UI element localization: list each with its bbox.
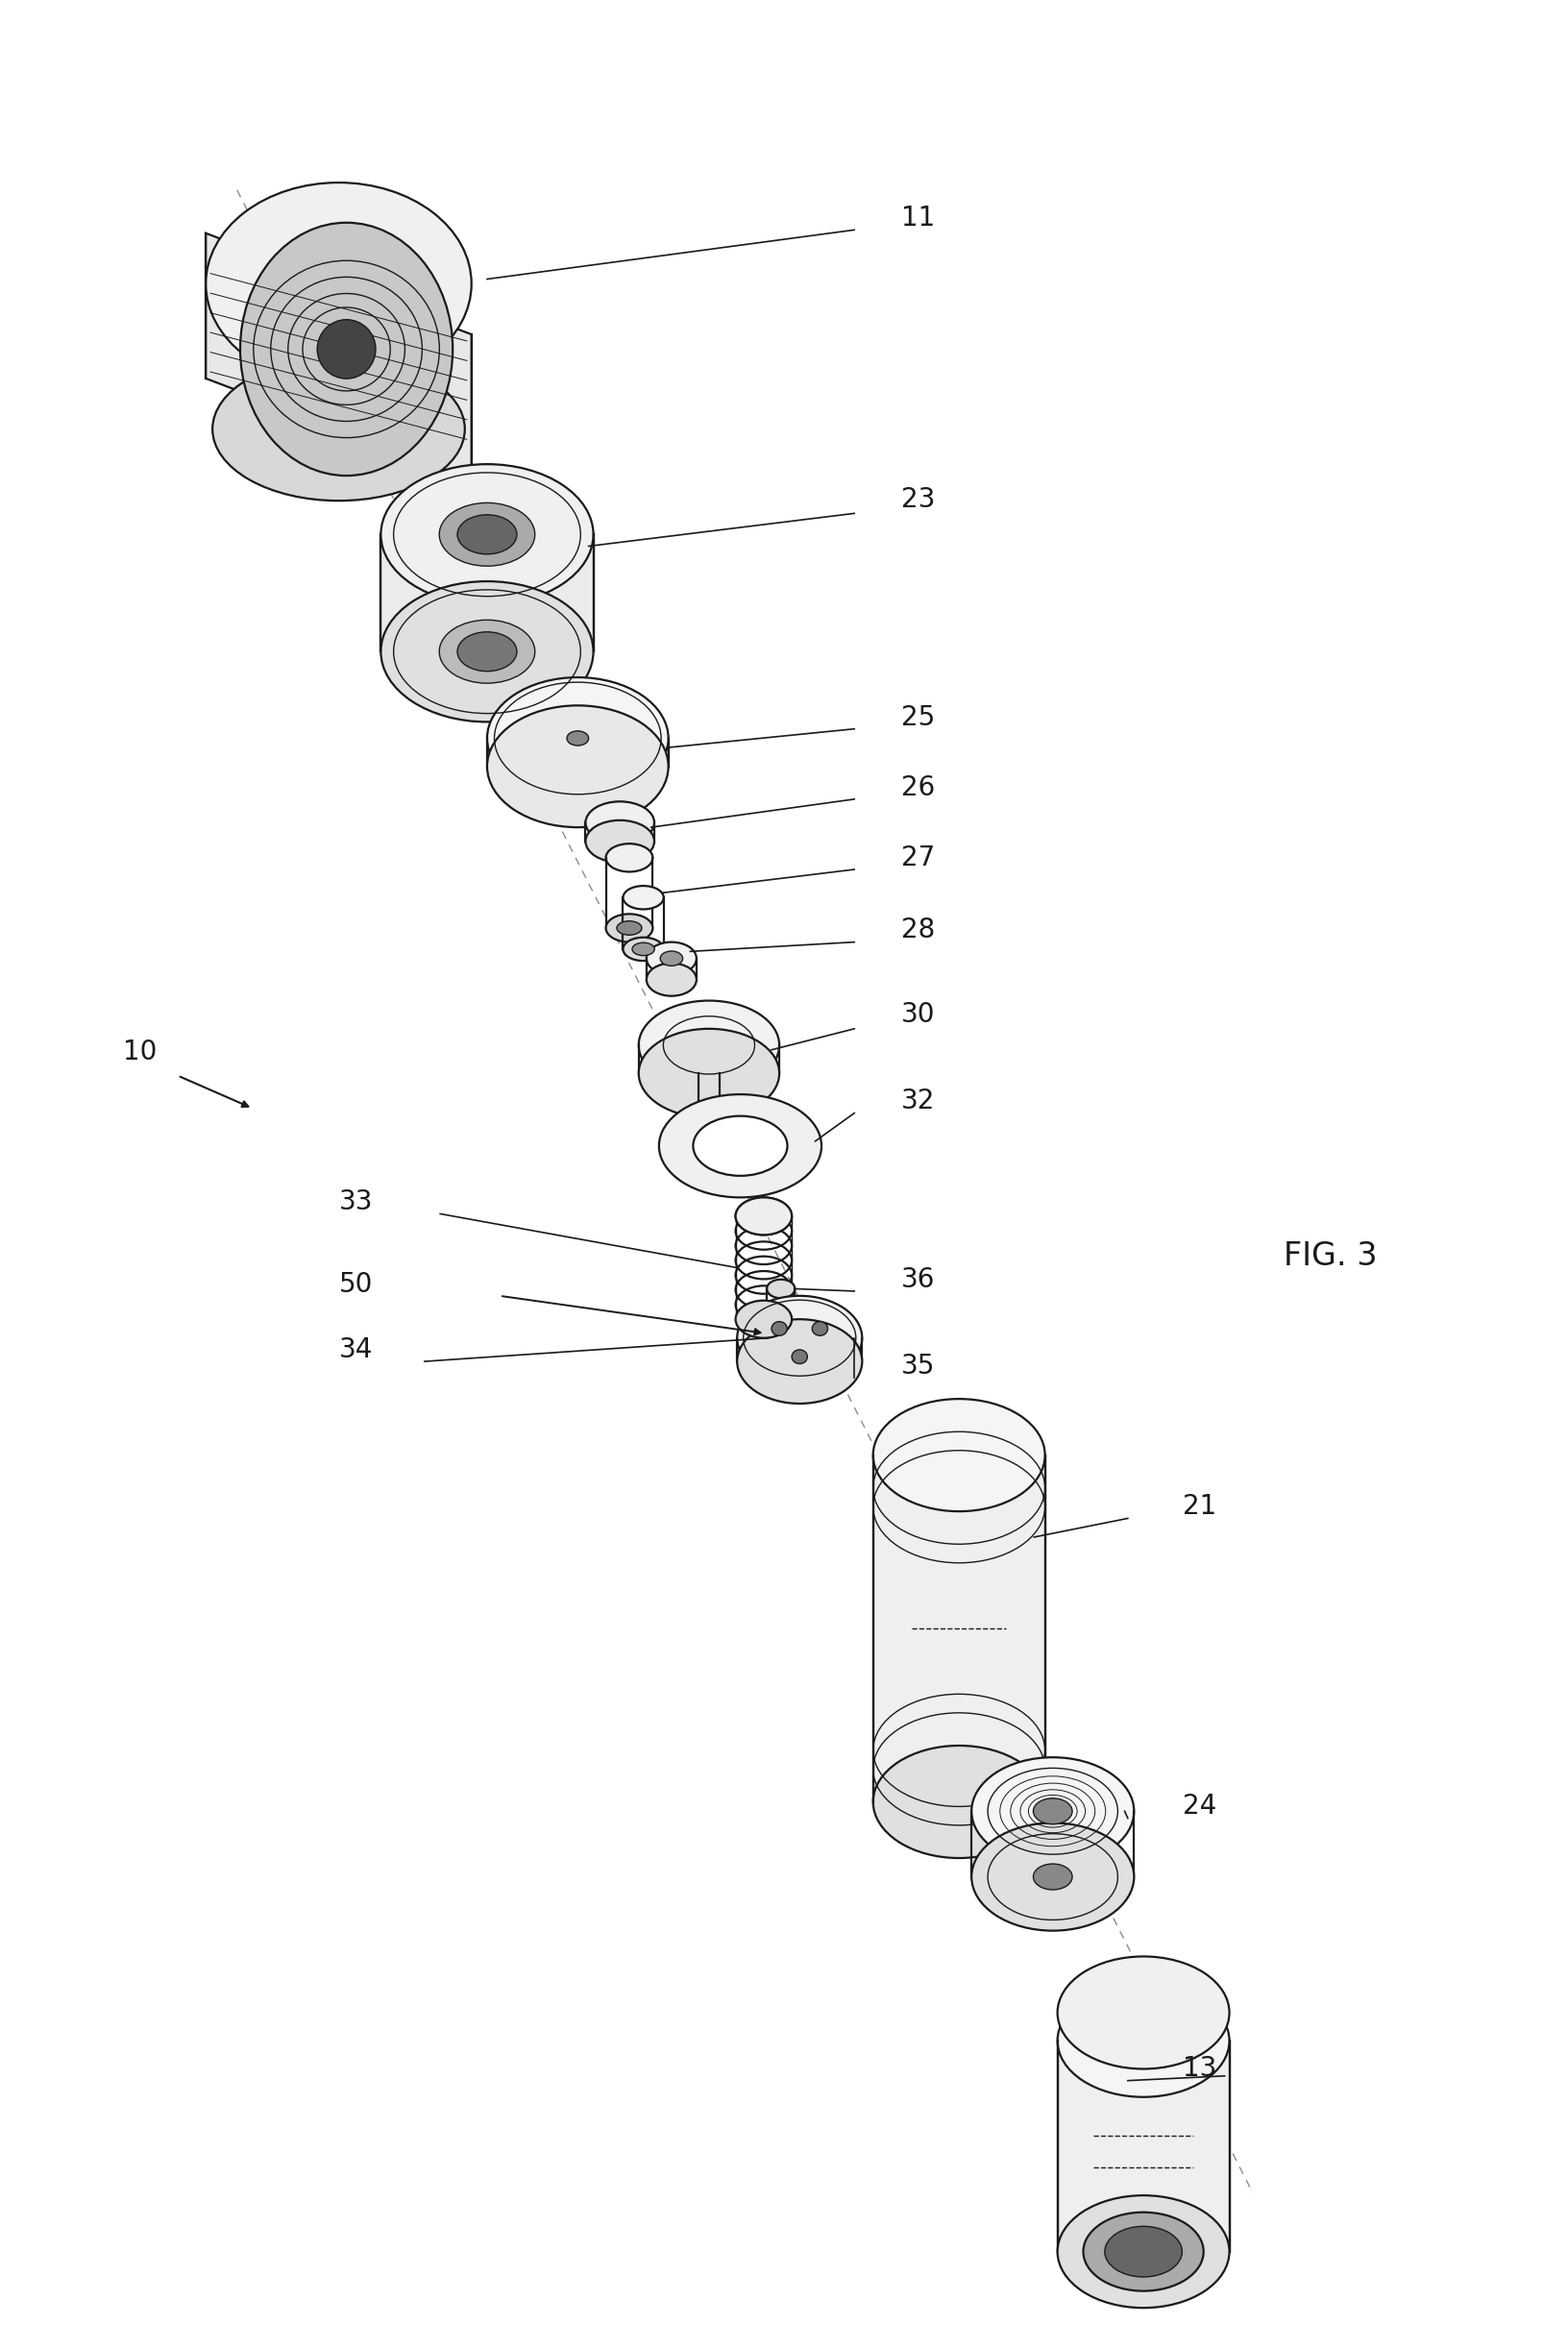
Ellipse shape: [488, 676, 668, 798]
Text: 23: 23: [902, 486, 935, 512]
Text: 36: 36: [902, 1266, 935, 1294]
Ellipse shape: [638, 1000, 779, 1089]
Ellipse shape: [1057, 1956, 1229, 2069]
Ellipse shape: [1083, 2212, 1204, 2292]
Ellipse shape: [767, 1303, 795, 1322]
Ellipse shape: [439, 502, 535, 566]
Ellipse shape: [622, 885, 663, 909]
Polygon shape: [1057, 2040, 1229, 2252]
Ellipse shape: [568, 730, 588, 747]
Ellipse shape: [439, 620, 535, 683]
Text: 34: 34: [339, 1336, 373, 1364]
Ellipse shape: [381, 582, 593, 721]
Ellipse shape: [622, 937, 663, 960]
Ellipse shape: [205, 183, 472, 385]
Ellipse shape: [632, 942, 654, 956]
Ellipse shape: [659, 1094, 822, 1197]
Ellipse shape: [792, 1350, 808, 1364]
Text: 10: 10: [124, 1038, 157, 1066]
Text: 32: 32: [902, 1087, 935, 1115]
Ellipse shape: [812, 1322, 828, 1336]
Ellipse shape: [458, 514, 517, 554]
Ellipse shape: [212, 357, 464, 500]
Ellipse shape: [488, 704, 668, 826]
Ellipse shape: [693, 1115, 787, 1176]
Ellipse shape: [585, 801, 654, 843]
Ellipse shape: [381, 465, 593, 606]
Text: 13: 13: [1182, 2054, 1217, 2083]
Ellipse shape: [605, 843, 652, 871]
Ellipse shape: [767, 1280, 795, 1298]
Ellipse shape: [873, 1399, 1044, 1512]
Text: 33: 33: [339, 1188, 373, 1216]
Text: 26: 26: [902, 775, 935, 801]
Polygon shape: [381, 535, 593, 653]
Ellipse shape: [1033, 1864, 1073, 1890]
Ellipse shape: [660, 951, 682, 965]
Text: 11: 11: [902, 204, 935, 232]
Ellipse shape: [1105, 2226, 1182, 2278]
Text: 50: 50: [339, 1270, 373, 1298]
Ellipse shape: [1057, 2195, 1229, 2308]
Ellipse shape: [646, 942, 696, 974]
Text: 24: 24: [1182, 1794, 1217, 1820]
Polygon shape: [873, 1456, 1044, 1801]
Text: 28: 28: [902, 918, 935, 944]
Text: 30: 30: [902, 1000, 935, 1028]
Ellipse shape: [638, 1028, 779, 1118]
Ellipse shape: [240, 223, 453, 477]
Ellipse shape: [735, 1301, 792, 1338]
Text: 35: 35: [902, 1352, 935, 1381]
Ellipse shape: [735, 1197, 792, 1235]
Ellipse shape: [458, 632, 517, 672]
Text: 27: 27: [902, 845, 935, 871]
Ellipse shape: [1033, 1799, 1073, 1824]
Ellipse shape: [605, 913, 652, 942]
Ellipse shape: [698, 1141, 720, 1155]
Ellipse shape: [646, 963, 696, 996]
Ellipse shape: [771, 1322, 787, 1336]
Ellipse shape: [873, 1745, 1044, 1857]
Text: FIG. 3: FIG. 3: [1284, 1240, 1378, 1273]
Ellipse shape: [585, 819, 654, 862]
Ellipse shape: [616, 920, 641, 935]
Ellipse shape: [737, 1296, 862, 1381]
Polygon shape: [205, 232, 472, 479]
Ellipse shape: [317, 319, 376, 378]
Ellipse shape: [1057, 1984, 1229, 2097]
Text: 25: 25: [902, 704, 935, 730]
Ellipse shape: [972, 1822, 1134, 1930]
Ellipse shape: [737, 1320, 862, 1404]
Text: 21: 21: [1182, 1493, 1217, 1519]
Ellipse shape: [972, 1756, 1134, 1864]
